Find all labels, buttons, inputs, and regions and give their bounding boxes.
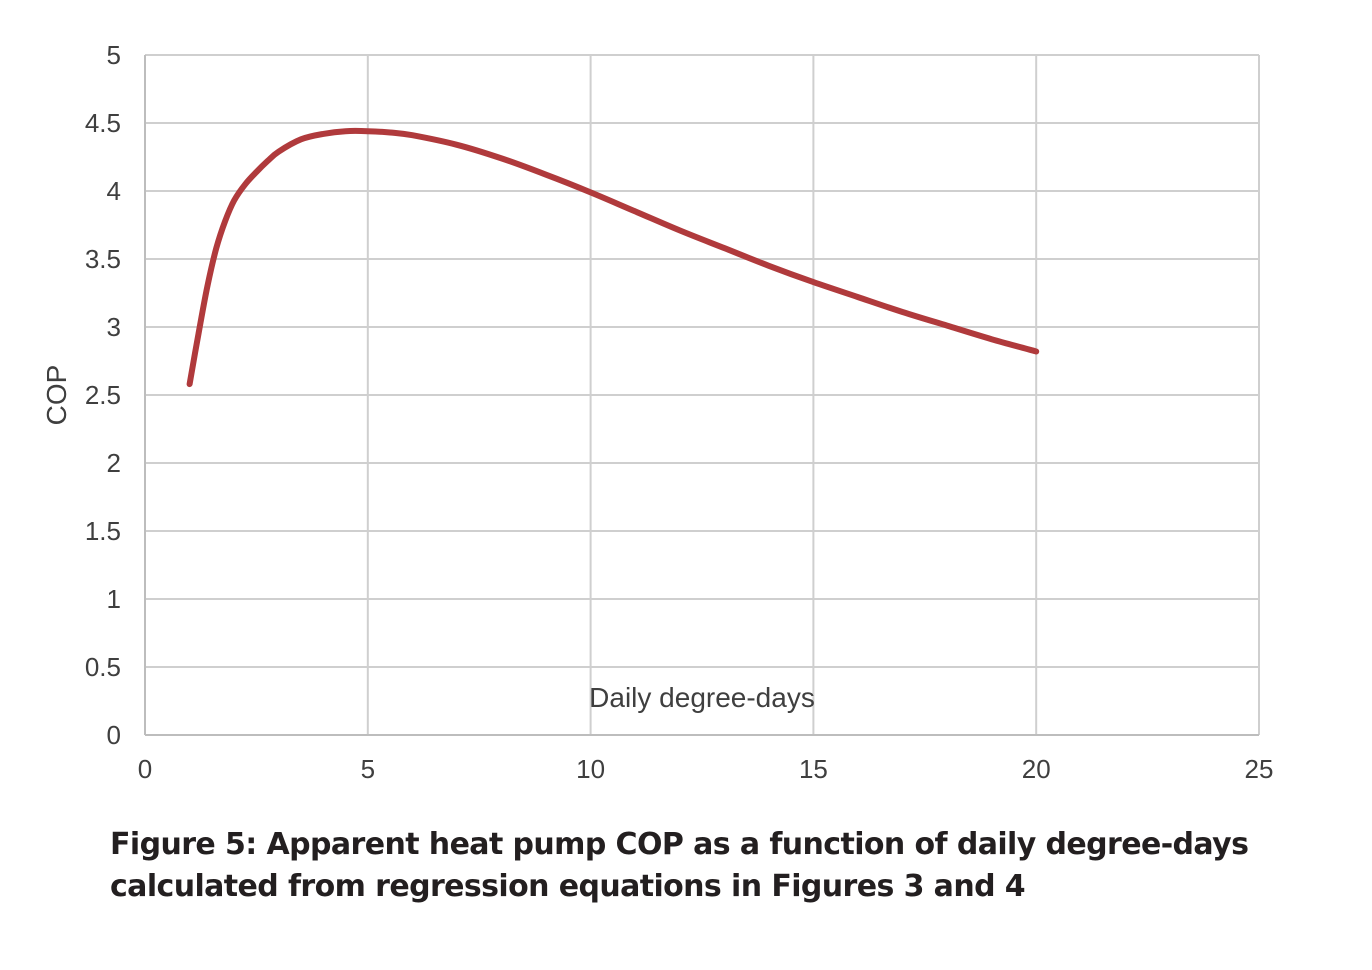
cop-series-line [186, 127, 1040, 388]
x-axis-title: Daily degree-days [589, 682, 815, 713]
y-tick-label: 0.5 [85, 652, 121, 682]
x-tick-label: 0 [138, 754, 152, 784]
x-tick-label: 10 [576, 754, 605, 784]
y-tick-label: 2 [107, 448, 121, 478]
y-tick-label: 3 [107, 312, 121, 342]
y-tick-label: 4 [107, 176, 121, 206]
x-tick-label: 20 [1022, 754, 1051, 784]
y-tick-label: 5 [107, 40, 121, 70]
y-tick-label: 4.5 [85, 108, 121, 138]
cop-line-chart: 0 0.5 1 1.5 2 2.5 3 3.5 4 4.5 5 0 5 10 15 20 25 Daily d… [41, 40, 1274, 784]
x-tick-label: 5 [361, 754, 375, 784]
x-tick-labels: 0 5 10 15 20 25 [138, 754, 1274, 784]
y-tick-label: 1 [107, 584, 121, 614]
figure-caption: Figure 5: Apparent heat pump COP as a fu… [110, 824, 1290, 908]
y-tick-label: 1.5 [85, 516, 121, 546]
caption-line-1: Figure 5: Apparent heat pump COP as a fu… [110, 827, 1249, 862]
y-axis-title: COP [41, 365, 72, 426]
x-tick-label: 25 [1245, 754, 1274, 784]
series-lines [186, 127, 1040, 388]
y-tick-label: 0 [107, 720, 121, 750]
grid-lines [145, 54, 1260, 735]
y-tick-label: 2.5 [85, 380, 121, 410]
caption-line-2: calculated from regression equations in … [110, 869, 1026, 904]
x-tick-label: 15 [799, 754, 828, 784]
y-tick-labels: 0 0.5 1 1.5 2 2.5 3 3.5 4 4.5 5 [85, 40, 121, 750]
y-tick-label: 3.5 [85, 244, 121, 274]
axis-frame [144, 55, 1259, 736]
